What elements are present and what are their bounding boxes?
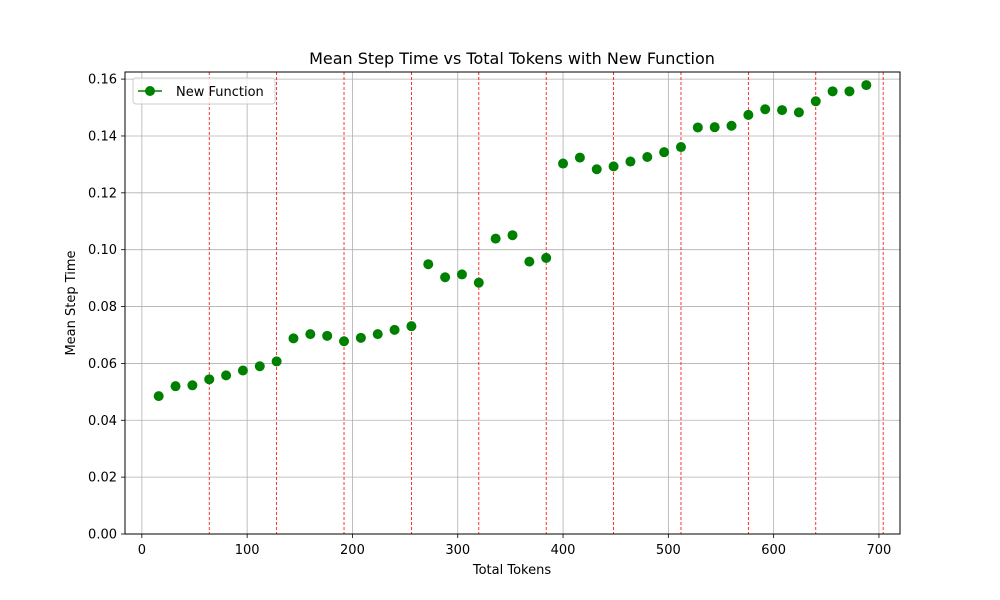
legend-label: New Function [176, 85, 264, 100]
data-point [726, 120, 737, 131]
y-tick-label: 0.02 [88, 471, 117, 486]
data-point [389, 324, 400, 335]
data-point [170, 381, 181, 392]
data-point [642, 152, 653, 163]
x-tick-label: 100 [235, 543, 260, 558]
y-axis-label: Mean Step Time [64, 250, 79, 355]
data-point [288, 333, 299, 344]
x-tick-label: 200 [340, 543, 365, 558]
plot-frame [124, 71, 901, 535]
data-point [625, 156, 636, 167]
data-point [541, 252, 552, 263]
y-tick-label: 0.00 [88, 528, 117, 543]
data-point [221, 370, 232, 381]
data-point [574, 152, 585, 163]
y-tick-label: 0.10 [88, 243, 117, 258]
x-tick-label: 600 [761, 543, 786, 558]
data-point [473, 277, 484, 288]
data-point [237, 365, 248, 376]
x-tick-label: 300 [445, 543, 470, 558]
data-point [322, 330, 333, 341]
data-point [608, 161, 619, 172]
data-point [793, 107, 804, 118]
data-point [339, 336, 350, 347]
data-point [254, 361, 265, 372]
data-point [709, 122, 720, 133]
y-tick-label: 0.08 [88, 300, 117, 315]
data-point [591, 164, 602, 175]
y-tick-label: 0.06 [88, 357, 117, 372]
data-point [861, 80, 872, 91]
x-tick-label: 700 [867, 543, 892, 558]
x-tick-label: 400 [551, 543, 576, 558]
x-axis-label: Total Tokens [472, 563, 551, 578]
data-point [406, 321, 417, 332]
data-point [810, 96, 821, 107]
vertical-reference-lines [208, 72, 884, 534]
x-tick-label: 0 [138, 543, 146, 558]
data-point [827, 86, 838, 97]
y-tick-label: 0.04 [88, 414, 117, 429]
data-point [507, 230, 518, 241]
data-point [675, 142, 686, 153]
data-point [423, 259, 434, 270]
data-point [760, 104, 771, 115]
data-point [844, 86, 855, 97]
data-point [355, 332, 366, 343]
data-point [153, 391, 164, 402]
x-tick-label: 500 [656, 543, 681, 558]
legend-box [132, 77, 276, 105]
data-point [490, 233, 501, 244]
chart-title: Mean Step Time vs Total Tokens with New … [309, 49, 715, 68]
data-point [524, 256, 535, 267]
data-point [558, 158, 569, 169]
data-point [440, 272, 451, 283]
data-point [204, 374, 215, 385]
y-tick-label: 0.12 [88, 186, 117, 201]
axis-ticks: 0 100 200 300 400 500 600 700 0.00 0.02 0.04 0.06 0.… [88, 73, 891, 558]
data-point [692, 122, 703, 133]
legend: New Function [132, 77, 276, 105]
y-tick-label: 0.16 [88, 73, 117, 88]
y-tick-label: 0.14 [88, 129, 117, 144]
data-point [456, 269, 467, 280]
data-point [187, 380, 198, 391]
data-point [777, 105, 788, 116]
data-point [659, 147, 670, 158]
legend-marker [145, 86, 155, 96]
data-points [153, 80, 872, 402]
data-point [743, 109, 754, 120]
data-point [305, 329, 316, 340]
data-point [372, 329, 383, 340]
data-point [271, 356, 282, 367]
